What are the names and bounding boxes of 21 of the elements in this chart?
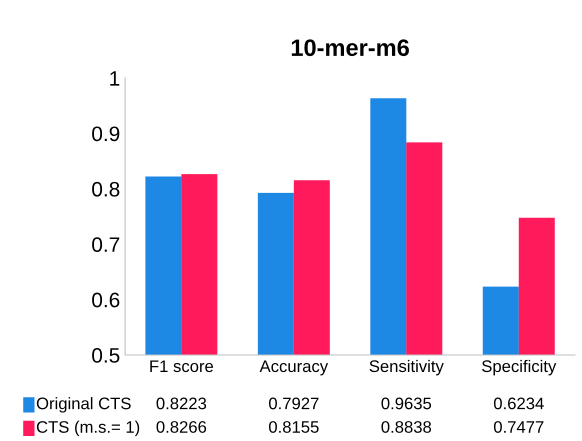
x-tick-label: Specificity (482, 360, 556, 376)
y-tick-label: 0.6 (92, 292, 120, 308)
data-label: 0.7927 (269, 398, 318, 410)
x-tick-label: Sensitivity (370, 360, 444, 376)
chart-title: 10-mer-m6 (292, 39, 409, 56)
y-tick-label: 0.7 (92, 237, 120, 252)
data-label: 0.9635 (381, 398, 432, 410)
data-label: 0.8223 (156, 398, 206, 410)
y-tick-label: 0.8 (92, 182, 120, 197)
data-label: 0.8155 (269, 421, 319, 433)
legend-label: Original CTS (36, 397, 131, 413)
legend-label: CTS (m.s.= 1) (36, 420, 140, 436)
data-label: 0.8266 (156, 421, 206, 433)
data-label: 0.8838 (381, 421, 432, 433)
y-tick-label: 0.5 (92, 348, 120, 363)
y-tick-label: 0.9 (92, 126, 120, 142)
x-tick-label: F1 score (150, 360, 214, 372)
y-tick-label: 1 (110, 71, 120, 86)
data-label: 0.7477 (494, 421, 544, 433)
data-label: 0.6234 (494, 398, 544, 410)
x-tick-label: Accuracy (260, 360, 328, 376)
